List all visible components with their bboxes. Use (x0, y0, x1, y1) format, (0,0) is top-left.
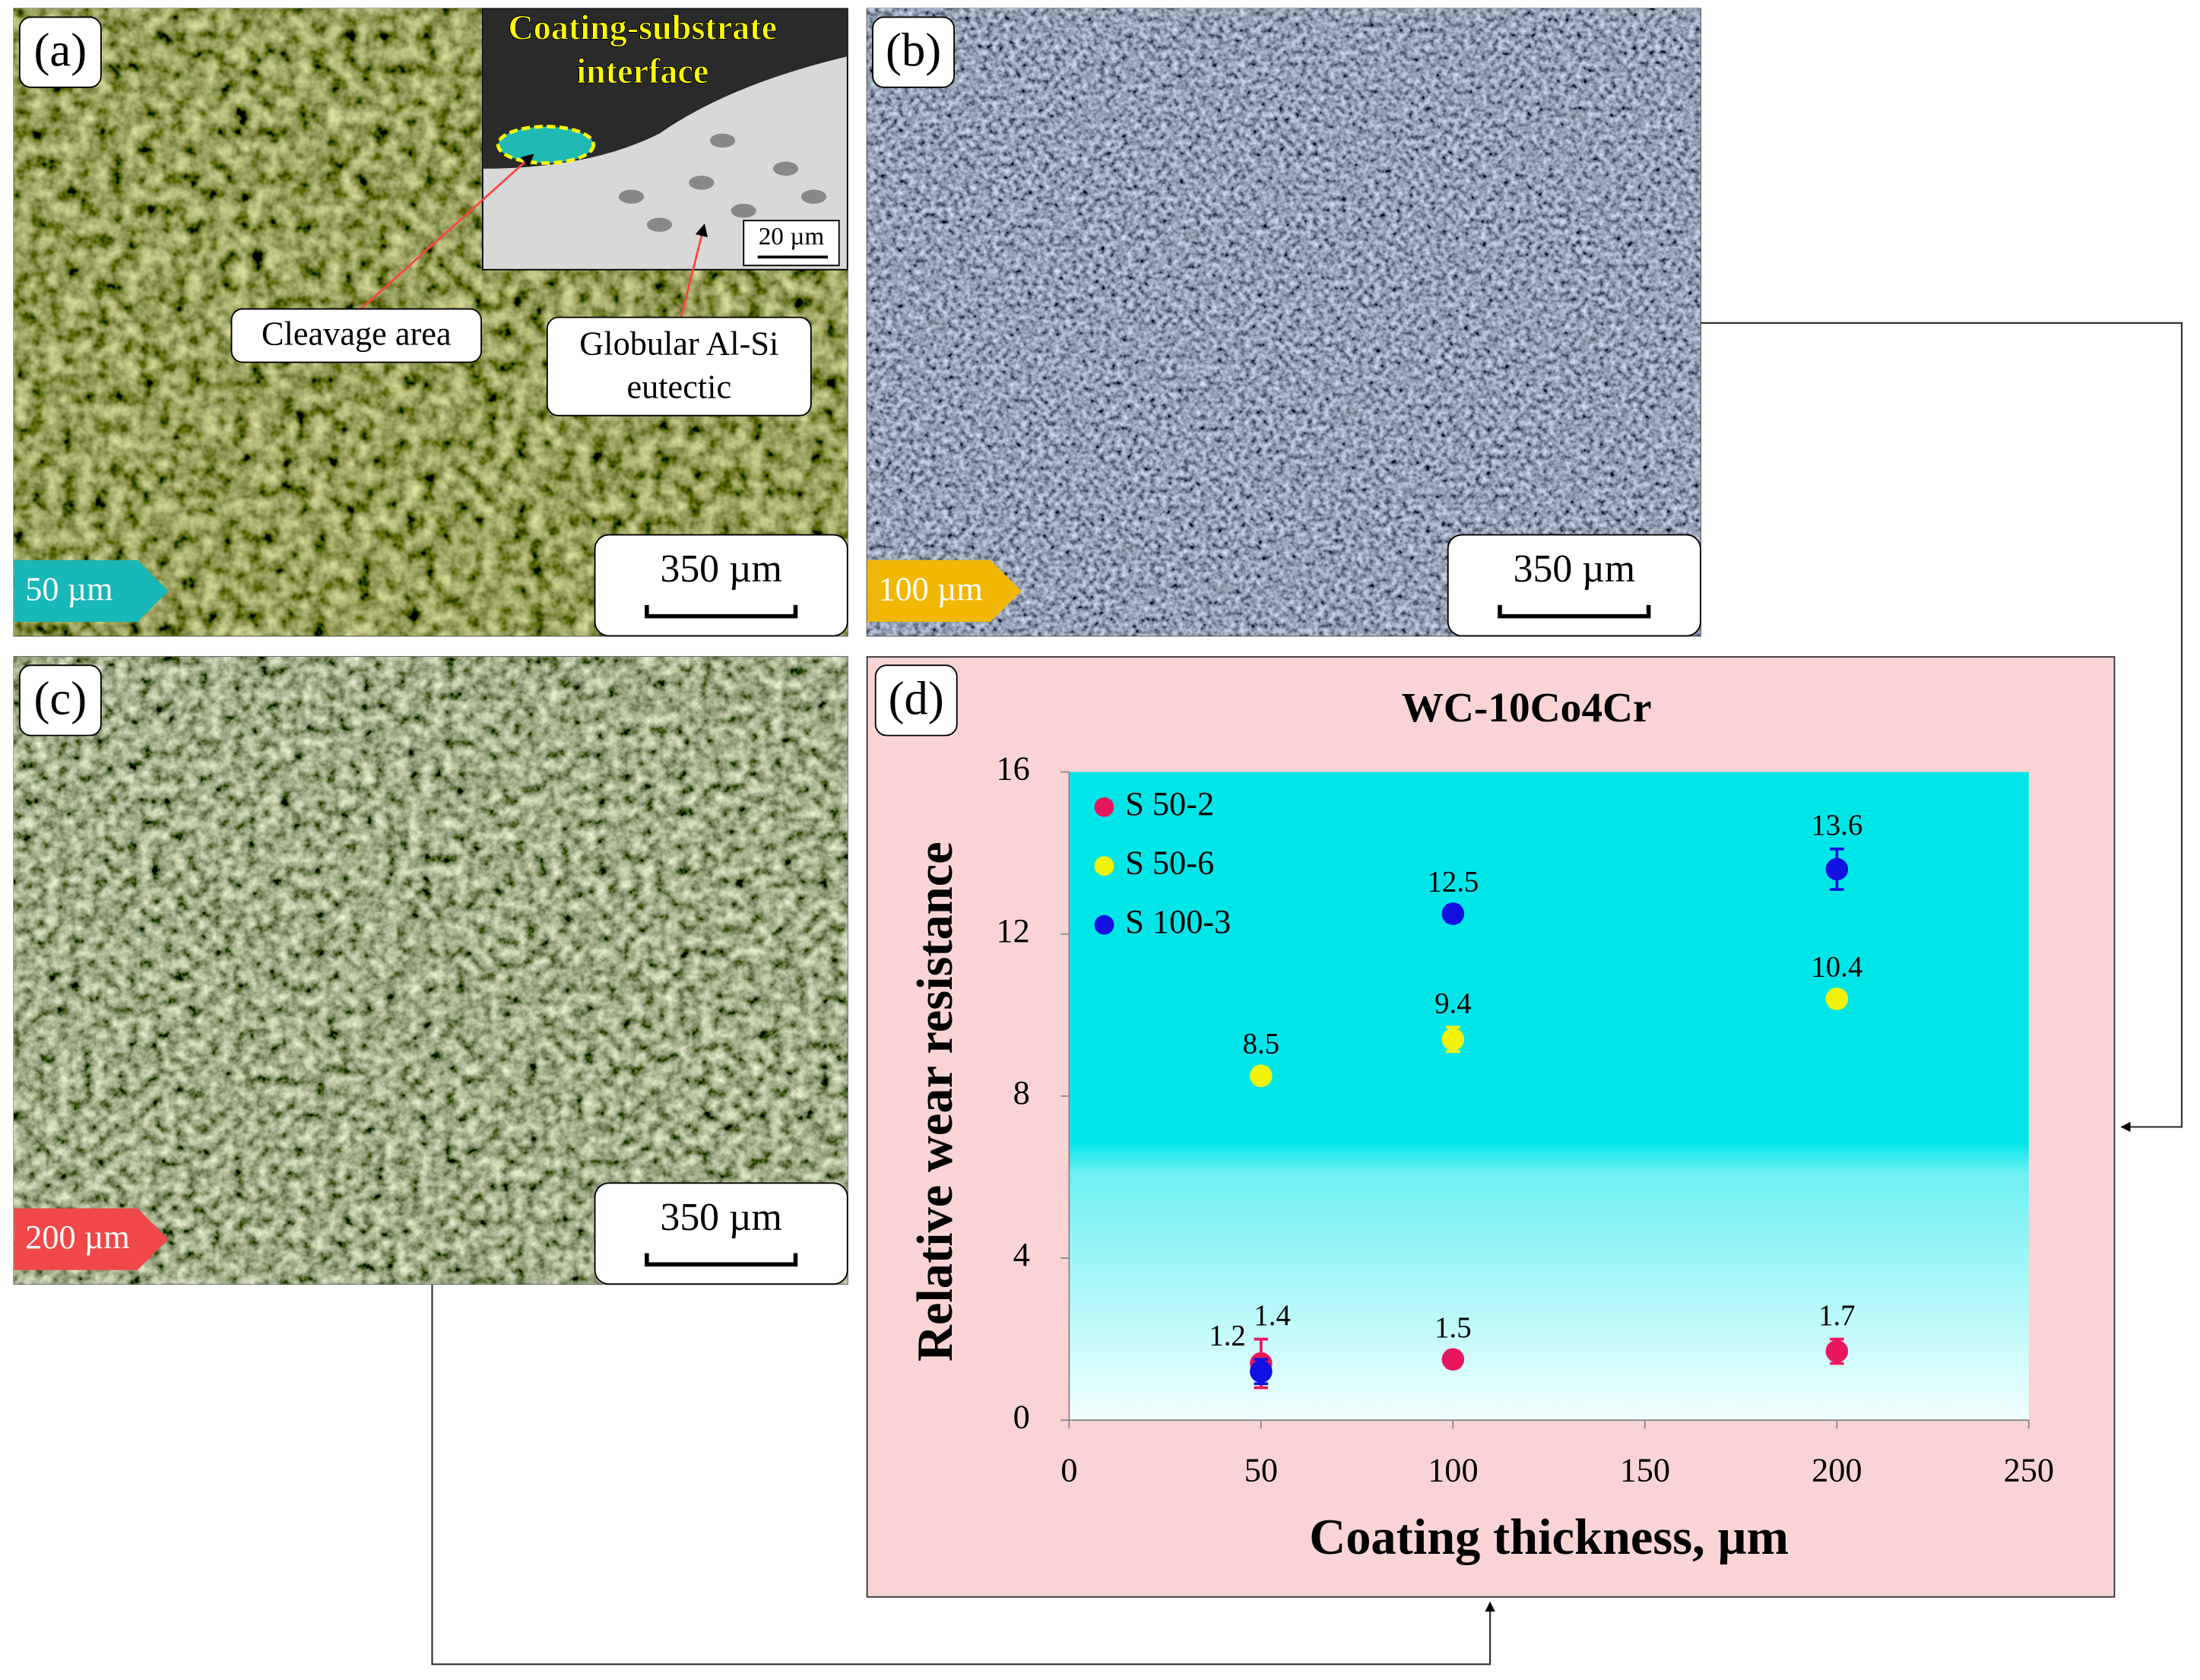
panel-label-box (872, 16, 955, 88)
inset-scale-label: 20 µm (759, 223, 825, 251)
x-tick-label: 250 (2004, 1451, 2054, 1488)
scale-bar-box (594, 1182, 848, 1285)
y-tick-label: 0 (1013, 1398, 1030, 1435)
panel-label: (c) (34, 671, 87, 724)
scale-bar-label: 350 µm (660, 1196, 781, 1239)
data-label: 1.5 (1434, 1311, 1471, 1344)
y-axis-label: Relative wear resistance (908, 842, 963, 1361)
panel-label: (d) (889, 671, 944, 724)
y-tick-label: 16 (996, 750, 1029, 788)
thickness-tag (14, 559, 169, 622)
inset-eutectic (800, 189, 827, 204)
micrograph-texture (867, 8, 1701, 636)
data-label: 13.6 (1811, 809, 1862, 842)
panel-label-box (18, 664, 102, 737)
inset-eutectic (689, 176, 715, 190)
data-label: 12.5 (1427, 866, 1479, 899)
panel-label-box (18, 16, 102, 88)
data-point (1441, 1028, 1465, 1051)
panel-label-box (874, 664, 958, 737)
callout-box (230, 308, 482, 363)
x-tick-label: 0 (1060, 1451, 1077, 1488)
thickness-tag (867, 559, 1022, 622)
data-label: 9.4 (1434, 987, 1471, 1019)
legend-label: S 50-2 (1125, 785, 1214, 823)
panel-label: (b) (886, 24, 941, 77)
callout-arrow (357, 154, 534, 313)
thickness-tag-label: 200 µm (25, 1219, 129, 1256)
chart-title: WC-10Co4Cr (1402, 684, 1652, 731)
data-label: 10.4 (1811, 950, 1862, 983)
x-tick-label: 200 (1812, 1451, 1862, 1488)
scale-bar (1498, 604, 1651, 619)
inset-eutectic (709, 133, 736, 148)
inset-eutectic (618, 189, 645, 204)
thickness-tag (14, 1208, 169, 1270)
scale-bar-box (1447, 534, 1701, 637)
inset-eutectic (646, 217, 673, 232)
data-point (1441, 902, 1465, 925)
data-point (1250, 1360, 1273, 1383)
x-tick-label: 100 (1428, 1451, 1478, 1488)
inset-title: interface (576, 52, 709, 90)
data-point (1441, 1348, 1465, 1371)
callout-text: Cleavage area (262, 315, 452, 353)
panel-label: (a) (34, 24, 87, 77)
legend-label: S 50-6 (1125, 844, 1214, 881)
scale-bar (645, 604, 798, 619)
scale-bar-label: 350 µm (1514, 547, 1635, 591)
thickness-tag-label: 50 µm (25, 570, 113, 607)
callout-text: eutectic (626, 369, 731, 406)
thickness-tag-label: 100 µm (878, 570, 982, 607)
x-tick-label: 50 (1244, 1451, 1278, 1488)
y-tick-label: 12 (996, 912, 1029, 949)
scale-bar (645, 1253, 798, 1267)
data-label: 1.7 (1818, 1299, 1855, 1332)
micrograph-texture (14, 657, 848, 1285)
data-point (1825, 857, 1849, 881)
inset-title: Coating-substrate (509, 8, 778, 47)
data-point (1825, 1339, 1849, 1363)
x-tick-label: 150 (1620, 1451, 1670, 1488)
data-label: 8.5 (1243, 1028, 1279, 1060)
legend-marker (1094, 856, 1114, 876)
data-point (1825, 987, 1849, 1010)
data-point (1250, 1064, 1273, 1087)
plot-area (1069, 772, 2029, 1421)
callout-text: Globular Al-Si (579, 325, 778, 362)
connectors (431, 322, 2183, 1666)
callout-arrow (677, 223, 708, 326)
callout-box (546, 316, 812, 417)
scale-bar-box (594, 534, 848, 637)
y-tick-label: 8 (1013, 1074, 1030, 1111)
legend-marker (1094, 914, 1114, 935)
data-label: 1.2 (1209, 1319, 1245, 1352)
inset-cleavage (496, 125, 596, 165)
inset-eutectic (772, 161, 799, 176)
x-axis-label: Coating thickness, µm (1309, 1510, 1789, 1565)
data-label: 1.4 (1254, 1299, 1290, 1332)
legend-marker (1094, 797, 1114, 817)
legend-label: S 100-3 (1125, 903, 1231, 940)
y-tick-label: 4 (1013, 1236, 1030, 1273)
scale-bar-label: 350 µm (660, 547, 781, 591)
inset-eutectic (731, 203, 756, 218)
